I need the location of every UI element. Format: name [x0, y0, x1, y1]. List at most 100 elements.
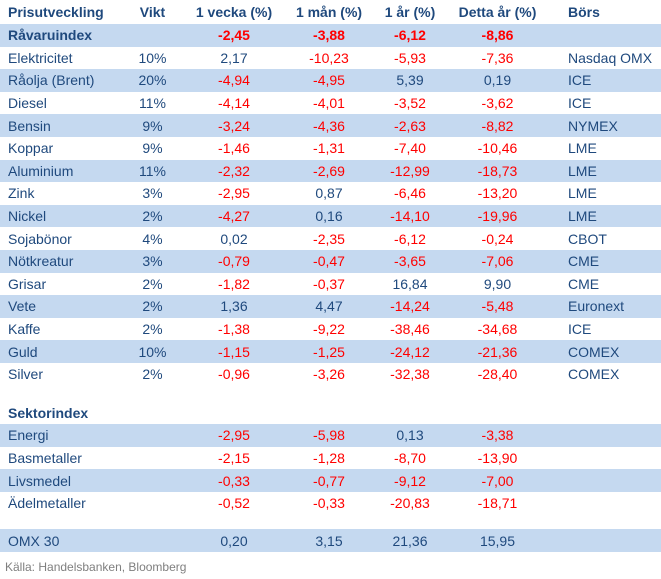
cell-week: -2,95 — [218, 427, 250, 444]
table-row: Ädelmetaller -0,52 -0,33 -20,83 -18,71 — [0, 492, 661, 515]
table-row: Silver 2% -0,96 -3,26 -32,38 -28,40 COMEX — [0, 363, 661, 386]
cell-label: Råvaruindex — [8, 27, 93, 44]
cell-year: -5,93 — [394, 49, 426, 66]
cell-exchange: LME — [568, 140, 597, 157]
cell-year: -8,70 — [394, 449, 426, 466]
column-header: 1 mån (%) — [295, 4, 363, 20]
cell-month: -3,88 — [313, 27, 345, 44]
cell-label: Kaffe — [8, 321, 41, 338]
cell-label: Råolja (Brent) — [8, 72, 95, 89]
table-row: Grisar 2% -1,82 -0,37 16,84 9,90 CME — [0, 273, 661, 296]
cell-ytd: -18,71 — [477, 495, 518, 512]
cell-ytd: -7,00 — [481, 472, 514, 489]
price-table: Prisutveckling Vikt 1 vecka (%) 1 mån (%) 1 … — [0, 4, 661, 553]
cell-ytd: -3,38 — [481, 427, 514, 444]
cell-year: -6,46 — [394, 185, 426, 202]
cell-exchange — [545, 24, 661, 47]
cell-week: -3,24 — [218, 117, 250, 134]
table-row: Diesel 11% -4,14 -4,01 -3,52 -3,62 ICE — [0, 92, 661, 115]
cell-weight: 11% — [139, 162, 166, 179]
cell-week: -2,45 — [218, 27, 250, 44]
cell-exchange: COMEX — [568, 343, 620, 360]
column-header: Börs — [568, 4, 600, 20]
cell-label: Diesel — [8, 95, 47, 112]
cell-ytd: -28,40 — [477, 366, 518, 383]
table-row: Guld 10% -1,15 -1,25 -24,12 -21,36 COMEX — [0, 340, 661, 363]
cell-month: -2,35 — [313, 230, 345, 247]
cell-week: -2,32 — [218, 162, 250, 179]
cell-year: -14,24 — [390, 298, 430, 315]
spacer-row — [0, 514, 661, 530]
cell-weight — [125, 447, 180, 470]
cell-weight: 11% — [139, 95, 166, 112]
cell-month: 3,15 — [315, 532, 343, 549]
cell-exchange: CME — [568, 253, 600, 270]
cell-weight: 3% — [142, 253, 163, 270]
cell-exchange: COMEX — [568, 366, 620, 383]
cell-month: -0,47 — [313, 253, 345, 270]
cell-exchange — [545, 402, 661, 425]
cell-month: -4,36 — [313, 117, 345, 134]
cell-month: -4,95 — [313, 72, 345, 89]
cell-ytd: -8,82 — [481, 117, 514, 134]
table-row: Basmetaller -2,15 -1,28 -8,70 -13,90 — [0, 447, 661, 470]
cell-weight — [125, 424, 180, 447]
cell-month: -1,28 — [313, 449, 345, 466]
cell-exchange: NYMEX — [568, 117, 618, 134]
cell-exchange: Euronext — [568, 298, 625, 315]
cell-month: -5,98 — [313, 427, 345, 444]
cell-year: 21,36 — [392, 532, 428, 549]
column-header: 1 år (%) — [384, 4, 436, 20]
spacer-row — [0, 385, 661, 402]
cell-week: 0,20 — [220, 532, 248, 549]
cell-label: Sojabönor — [8, 230, 72, 247]
table-row: OMX 30 0,20 3,15 21,36 15,95 — [0, 529, 661, 553]
cell-week: -1,38 — [218, 321, 250, 338]
cell-weight: 10% — [138, 49, 167, 66]
cell-label: Elektricitet — [8, 49, 73, 66]
cell-label: Grisar — [8, 275, 47, 292]
cell-label: Bensin — [8, 117, 51, 134]
cell-ytd — [450, 402, 545, 425]
cell-exchange: ICE — [568, 95, 592, 112]
cell-ytd: -0,24 — [481, 230, 514, 247]
cell-label: Nötkreatur — [8, 253, 74, 270]
cell-label: Zink — [8, 185, 35, 202]
cell-weight: 10% — [138, 343, 167, 360]
cell-label: Aluminium — [8, 162, 74, 179]
cell-ytd: 9,90 — [483, 275, 512, 292]
cell-label: OMX 30 — [8, 532, 60, 549]
cell-exchange: ICE — [568, 321, 592, 338]
cell-exchange: ICE — [568, 72, 592, 89]
cell-exchange — [545, 469, 661, 492]
cell-exchange — [545, 492, 661, 515]
cell-week: -0,79 — [218, 253, 250, 270]
cell-ytd: -10,46 — [477, 140, 518, 157]
cell-week: 0,02 — [220, 230, 248, 247]
cell-week: -0,52 — [218, 495, 250, 512]
column-header: Detta år (%) — [458, 4, 537, 20]
cell-week: -1,15 — [218, 343, 250, 360]
cell-label: Livsmedel — [8, 472, 72, 489]
cell-ytd: -7,06 — [481, 253, 514, 270]
cell-exchange: CME — [568, 275, 600, 292]
table-row: Råvaruindex -2,45 -3,88 -6,12 -8,86 — [0, 24, 661, 47]
cell-month: -0,33 — [313, 495, 345, 512]
cell-ytd: 15,95 — [479, 532, 516, 549]
cell-weight: 9% — [142, 117, 163, 134]
cell-year: -3,52 — [394, 95, 426, 112]
cell-year: 16,84 — [392, 275, 428, 292]
table-row: Energi -2,95 -5,98 0,13 -3,38 — [0, 424, 661, 447]
table-row: Bensin 9% -3,24 -4,36 -2,63 -8,82 NYMEX — [0, 114, 661, 137]
cell-week: 1,36 — [220, 298, 248, 315]
cell-year: -3,65 — [394, 253, 426, 270]
cell-month: -9,22 — [313, 321, 345, 338]
cell-exchange — [545, 424, 661, 447]
cell-year: -14,10 — [390, 208, 430, 225]
table-row: Vete 2% 1,36 4,47 -14,24 -5,48 Euronext — [0, 295, 661, 318]
cell-month: -4,01 — [313, 95, 345, 112]
cell-month: -2,69 — [313, 162, 345, 179]
table-row: Aluminium 11% -2,32 -2,69 -12,99 -18,73 LME — [0, 159, 661, 183]
cell-week: -4,27 — [218, 208, 250, 225]
